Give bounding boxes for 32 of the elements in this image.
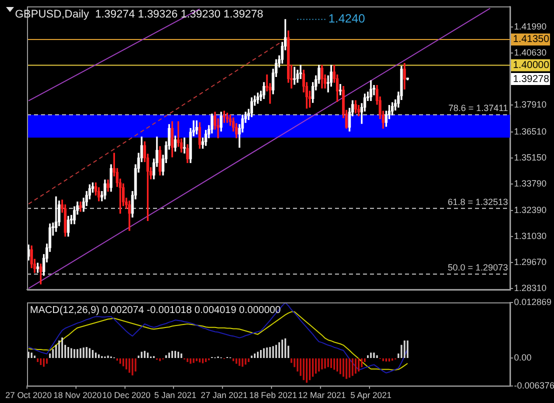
x-tick-label: 5 Apr 2021 [350,390,392,400]
y-tick-label: 1.40630 [514,48,547,58]
y-tick-label: 1.33790 [514,178,547,188]
y-tick-label: 1.37910 [514,100,547,110]
annotation: 1.4240 [328,12,366,26]
y-tick-label: -0.006376 [514,380,554,390]
ref-line-label: 78.6 = 1.37411 [448,103,508,114]
y-tick-label: 1.31030 [514,231,547,242]
ref-line-label: 1.41350 [513,34,550,46]
ref-line-label: 1.40000 [513,60,550,72]
y-tick-label: 1.29670 [514,257,547,268]
y-tick-label: 1.35150 [514,152,547,162]
x-tick-label: 5 Jan 2021 [154,390,197,400]
y-tick-label: 0.00 [514,352,532,363]
candlestick [54,196,58,232]
candlestick [79,202,82,212]
y-tick-label: 1.28310 [514,283,547,294]
y-tick-label: 1.41990 [514,22,547,32]
x-tick-label: 27 Jan 2021 [200,390,248,400]
text: 1.39278 [513,74,550,85]
ref-line-label: 61.8 = 1.32513 [448,196,508,207]
ref-line-label: 50.0 = 1.29073 [448,262,508,273]
x-tick-label: 18 Feb 2021 [249,390,298,400]
x-tick-label: 27 Oct 2020 [5,390,52,400]
x-tick-label: 18 Nov 2020 [53,390,102,400]
y-tick-label: 1.36510 [514,126,547,136]
y-tick-label: 0.012869 [514,296,552,307]
x-tick-label: 10 Dec 2020 [102,390,151,400]
y-tick-label: 1.32390 [514,205,547,216]
x-tick-label: 12 Mar 2021 [298,390,346,400]
candlestick [183,138,186,154]
candlestick [293,66,296,85]
